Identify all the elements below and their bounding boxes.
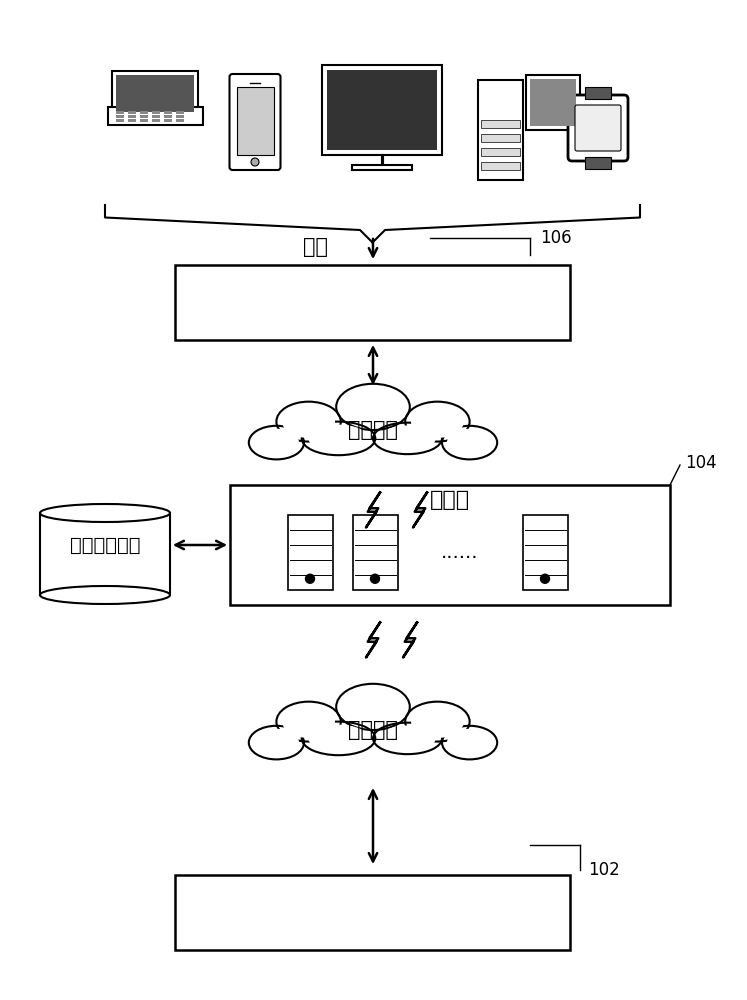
Ellipse shape [343, 688, 403, 726]
FancyBboxPatch shape [522, 515, 568, 590]
FancyBboxPatch shape [230, 485, 670, 605]
Bar [116, 115, 123, 117]
FancyBboxPatch shape [288, 515, 332, 590]
Bar [164, 119, 172, 121]
Ellipse shape [447, 729, 492, 756]
Ellipse shape [343, 388, 403, 426]
Text: 例如: 例如 [303, 237, 327, 257]
Ellipse shape [40, 504, 170, 522]
Ellipse shape [336, 684, 410, 730]
FancyBboxPatch shape [585, 87, 611, 99]
FancyBboxPatch shape [327, 70, 437, 150]
Bar [116, 119, 123, 121]
Ellipse shape [379, 725, 436, 751]
FancyBboxPatch shape [353, 515, 397, 590]
Ellipse shape [40, 586, 170, 604]
FancyBboxPatch shape [322, 65, 442, 155]
Bar [152, 115, 160, 117]
Text: 数据存储系统: 数据存储系统 [69, 536, 140, 554]
Text: 终端: 终端 [358, 290, 388, 314]
Ellipse shape [302, 722, 375, 755]
FancyBboxPatch shape [525, 75, 580, 130]
FancyBboxPatch shape [480, 134, 519, 142]
FancyBboxPatch shape [175, 265, 570, 340]
FancyBboxPatch shape [175, 875, 570, 950]
Text: 服务器: 服务器 [430, 490, 470, 510]
FancyBboxPatch shape [480, 148, 519, 156]
FancyBboxPatch shape [352, 165, 412, 170]
Ellipse shape [447, 429, 492, 456]
Ellipse shape [336, 384, 410, 430]
Ellipse shape [254, 429, 299, 456]
FancyBboxPatch shape [237, 87, 273, 155]
Ellipse shape [282, 705, 335, 738]
Ellipse shape [373, 723, 442, 754]
Bar [152, 111, 160, 113]
FancyBboxPatch shape [108, 106, 202, 124]
Bar [116, 111, 123, 113]
Bar [140, 119, 147, 121]
Bar [128, 111, 135, 113]
Text: 拍摄终端: 拍摄终端 [343, 900, 403, 924]
Circle shape [306, 574, 314, 583]
Circle shape [371, 574, 379, 583]
Bar [152, 119, 160, 121]
Ellipse shape [309, 725, 369, 752]
FancyBboxPatch shape [530, 79, 575, 126]
FancyBboxPatch shape [480, 120, 519, 128]
FancyBboxPatch shape [117, 75, 193, 111]
Ellipse shape [442, 726, 498, 759]
FancyBboxPatch shape [575, 105, 621, 151]
Ellipse shape [249, 426, 304, 459]
Ellipse shape [282, 405, 335, 438]
Bar [128, 115, 135, 117]
Bar [176, 119, 184, 121]
Text: 通信网络: 通信网络 [348, 420, 398, 440]
FancyBboxPatch shape [229, 74, 281, 170]
Bar [164, 115, 172, 117]
Bar [176, 111, 184, 113]
FancyBboxPatch shape [112, 70, 198, 115]
Bar [176, 115, 184, 117]
Ellipse shape [276, 402, 341, 442]
Ellipse shape [379, 425, 436, 451]
Ellipse shape [411, 705, 464, 738]
Ellipse shape [309, 425, 369, 452]
Ellipse shape [442, 426, 498, 459]
Ellipse shape [302, 422, 375, 455]
Text: 通信网络: 通信网络 [348, 720, 398, 740]
FancyBboxPatch shape [480, 162, 519, 170]
Ellipse shape [254, 729, 299, 756]
Ellipse shape [405, 402, 470, 442]
FancyBboxPatch shape [585, 157, 611, 169]
Circle shape [541, 574, 550, 583]
Text: 102: 102 [588, 861, 620, 879]
Bar [164, 111, 172, 113]
Bar [140, 115, 147, 117]
Ellipse shape [405, 702, 470, 742]
Ellipse shape [276, 702, 341, 742]
FancyBboxPatch shape [477, 80, 522, 180]
FancyBboxPatch shape [40, 513, 170, 595]
Bar [140, 111, 147, 113]
Text: 104: 104 [685, 454, 716, 472]
Text: ......: ...... [441, 543, 479, 562]
Ellipse shape [249, 726, 304, 759]
Ellipse shape [373, 423, 442, 454]
Bar [128, 119, 135, 121]
FancyBboxPatch shape [568, 95, 628, 161]
Ellipse shape [411, 405, 464, 438]
Circle shape [251, 158, 259, 166]
Text: 106: 106 [540, 229, 571, 247]
